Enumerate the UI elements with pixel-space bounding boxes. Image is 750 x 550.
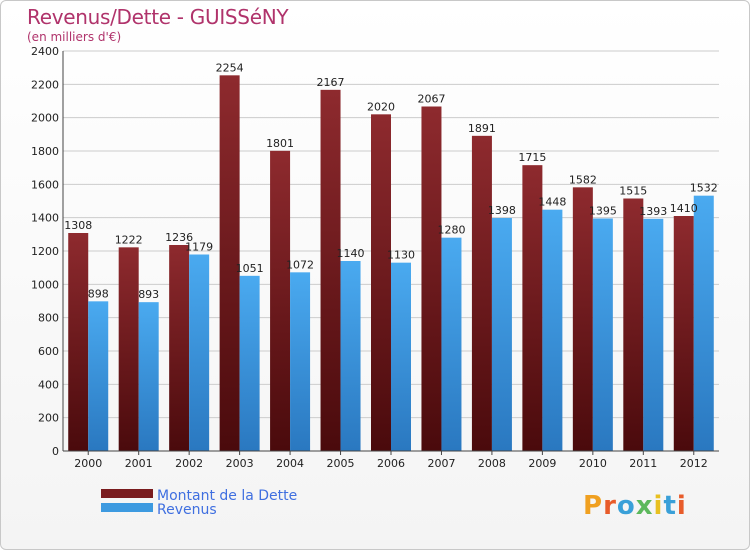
logo-letter: i [676, 491, 687, 521]
y-tick-label: 600 [38, 345, 59, 358]
dette-bar [471, 135, 492, 452]
data-label: 893 [138, 288, 159, 301]
revenus-bar [290, 272, 311, 451]
revenus-bar [491, 218, 512, 451]
data-label: 1140 [337, 247, 365, 260]
x-tick-label: 2002 [175, 457, 203, 470]
data-label: 1395 [589, 205, 617, 218]
data-label: 1801 [266, 137, 294, 150]
data-label: 2067 [417, 93, 445, 106]
data-label: 1072 [286, 258, 314, 271]
y-tick-label: 1000 [31, 278, 59, 291]
y-tick-label: 400 [38, 378, 59, 391]
logo-letter: P [583, 491, 604, 521]
revenus-bar [391, 262, 411, 451]
revenus-bar [340, 261, 361, 451]
dette-bar [371, 114, 391, 451]
data-label: 2020 [367, 100, 395, 113]
x-tick-label: 2006 [377, 457, 405, 470]
revenus-bar [189, 254, 210, 451]
x-tick-label: 2011 [629, 457, 657, 470]
dette-bar [320, 89, 341, 451]
dette-bar [623, 198, 644, 451]
logo-letter: t [663, 491, 677, 521]
logo-letter: i [653, 491, 664, 521]
y-tick-label: 1400 [31, 212, 59, 225]
data-label: 1393 [639, 205, 667, 218]
data-label: 1179 [185, 241, 213, 254]
logo-letter: r [603, 491, 617, 521]
data-label: 898 [88, 287, 109, 300]
data-label: 1398 [488, 204, 516, 217]
x-tick-label: 2005 [327, 457, 355, 470]
revenus-bar [239, 275, 260, 451]
dette-bar [118, 247, 139, 451]
x-tick-label: 2001 [125, 457, 153, 470]
dette-bar [169, 245, 190, 451]
data-label: 1532 [690, 182, 718, 195]
data-label: 1051 [236, 262, 264, 275]
legend-swatch-revenus [101, 503, 153, 512]
y-tick-label: 1600 [31, 178, 59, 191]
revenus-bar [542, 209, 563, 451]
legend-label: Montant de la Dette [157, 488, 297, 504]
revenus-bar [693, 195, 714, 451]
data-label: 1515 [619, 185, 647, 198]
revenus-bar [88, 301, 109, 451]
x-tick-label: 2007 [427, 457, 455, 470]
x-tick-label: 2004 [276, 457, 304, 470]
logo-letter: o [616, 491, 636, 521]
x-tick-label: 2010 [579, 457, 607, 470]
legend-swatch-dette [101, 489, 153, 498]
y-tick-label: 1800 [31, 145, 59, 158]
data-label: 1280 [437, 224, 465, 237]
x-tick-label: 2008 [478, 457, 506, 470]
revenus-bar [592, 218, 613, 451]
logo-letter: x [635, 491, 654, 521]
dette-bar [522, 165, 543, 451]
y-tick-label: 800 [38, 312, 59, 325]
data-label: 1582 [569, 173, 597, 186]
revenus-bar [138, 302, 159, 451]
revenus-bar [643, 218, 664, 451]
y-tick-label: 2000 [31, 112, 59, 125]
y-tick-label: 2200 [31, 78, 59, 91]
x-tick-label: 2012 [680, 457, 708, 470]
data-label: 1410 [670, 202, 698, 215]
y-tick-label: 200 [38, 412, 59, 425]
y-tick-label: 2400 [31, 45, 59, 58]
dette-bar [572, 187, 593, 452]
proxiti-logo: Proxiti [583, 491, 687, 521]
dette-bar [421, 106, 442, 451]
dette-bar [68, 233, 89, 451]
legend-label: Revenus [157, 502, 217, 518]
chart-title: Revenus/Dette - GUISSéNY [27, 5, 289, 29]
revenus-bar [441, 237, 462, 451]
data-label: 1448 [538, 196, 566, 209]
x-tick-label: 2000 [74, 457, 102, 470]
data-label: 1308 [64, 219, 92, 232]
data-label: 2254 [216, 61, 244, 74]
data-label: 1891 [468, 122, 496, 135]
data-label: 1222 [115, 233, 143, 246]
y-tick-label: 1200 [31, 245, 59, 258]
data-label: 1715 [518, 151, 546, 164]
data-label: 2167 [317, 76, 345, 89]
y-tick-label: 0 [52, 445, 59, 458]
dette-bar [219, 75, 240, 451]
data-label: 1236 [165, 231, 193, 244]
dette-bar [673, 216, 694, 451]
x-tick-label: 2009 [528, 457, 556, 470]
chart-subtitle: (en milliers d'€) [27, 30, 122, 44]
data-label: 1130 [387, 249, 415, 262]
dette-bar [270, 150, 291, 452]
x-tick-label: 2003 [226, 457, 254, 470]
